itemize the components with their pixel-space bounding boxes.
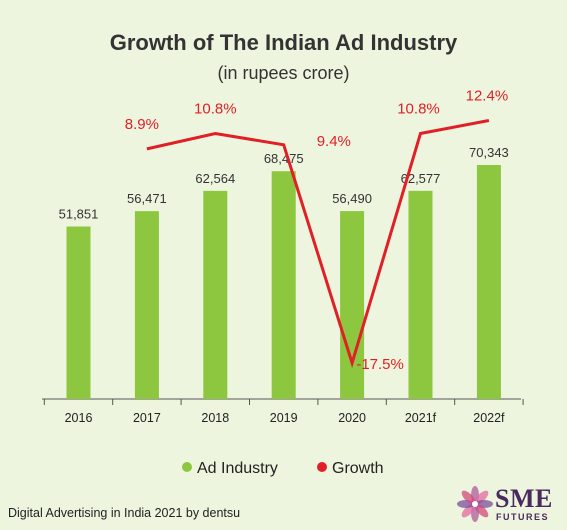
growth-label-2019: 9.4% [317,133,351,150]
logo-text: SME [495,484,553,513]
x-tick-label-2022f: 2022f [473,411,505,425]
bar-2019 [271,171,296,399]
chart-area: 51,851 56,471 62,564 68,475 56,490 62,577 70,3… [42,88,524,477]
legend-marker-growth [317,462,327,472]
bar-2022f [476,165,501,399]
growth-label-2018: 10.8% [194,100,237,117]
bar-label-2017: 56,471 [127,191,167,206]
growth-label-2017: 8.9% [125,116,159,133]
bar-2016 [66,226,91,399]
flower-logo-icon [457,486,493,522]
bar-label-2018: 62,564 [195,171,235,186]
chart-subtitle: (in rupees crore) [217,63,350,83]
bar-label-2016: 51,851 [59,207,99,222]
x-tick-label-2018: 2018 [201,411,229,425]
growth-label-2020: -17.5% [356,356,404,373]
growth-label-2022f: 12.4% [466,88,509,105]
bar-2017 [134,211,159,399]
legend-label-growth: Growth [332,460,384,477]
legend-marker-ad-industry [182,462,192,472]
source-note: Digital Advertising in India 2021 by den… [8,506,241,520]
bar-label-2019: 68,475 [264,151,304,166]
bar-label-2022f: 70,343 [469,145,509,160]
x-tick-label-2020: 2020 [338,411,366,425]
growth-label-2021f: 10.8% [397,100,440,117]
bar-2021f [408,190,433,399]
x-tick-label-2021f: 2021f [405,411,437,425]
x-tick-label-2016: 2016 [65,411,93,425]
bar-label-2021f: 62,577 [401,171,441,186]
logo-subtext: FUTURES [496,512,549,522]
sme-futures-logo: SME FUTURES [455,480,565,528]
bar-label-2020: 56,490 [332,191,372,206]
x-tick-label-2019: 2019 [270,411,298,425]
x-tick-label-2017: 2017 [133,411,161,425]
legend: Ad Industry Growth [182,460,384,477]
chart-title: Growth of The Indian Ad Industry [109,30,458,55]
legend-label-ad-industry: Ad Industry [197,460,278,477]
series-line-growth [146,119,490,369]
bar-2018 [203,190,228,399]
